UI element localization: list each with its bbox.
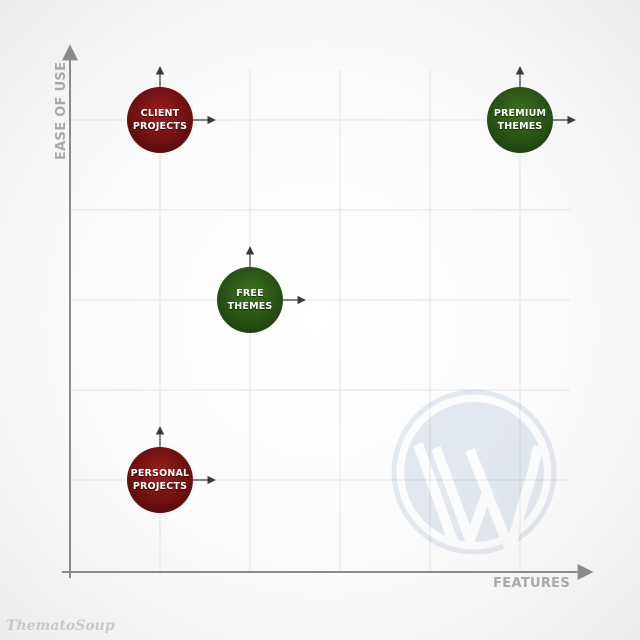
bubble-circle [127, 447, 193, 513]
bubble-circle [127, 87, 193, 153]
bubble-circle [487, 87, 553, 153]
bubble-premium [487, 66, 576, 153]
bubble-personal [127, 426, 216, 513]
x-axis-label: FEATURES [493, 576, 570, 591]
bubble-circle [217, 267, 283, 333]
brand-watermark: ThematoSoup [6, 618, 115, 634]
bubble-client [127, 66, 216, 153]
bubble-layer [127, 66, 576, 513]
y-axis-label: EASE OF USE [54, 61, 69, 160]
bubble-free [217, 246, 306, 333]
wordpress-logo-icon [391, 389, 557, 555]
